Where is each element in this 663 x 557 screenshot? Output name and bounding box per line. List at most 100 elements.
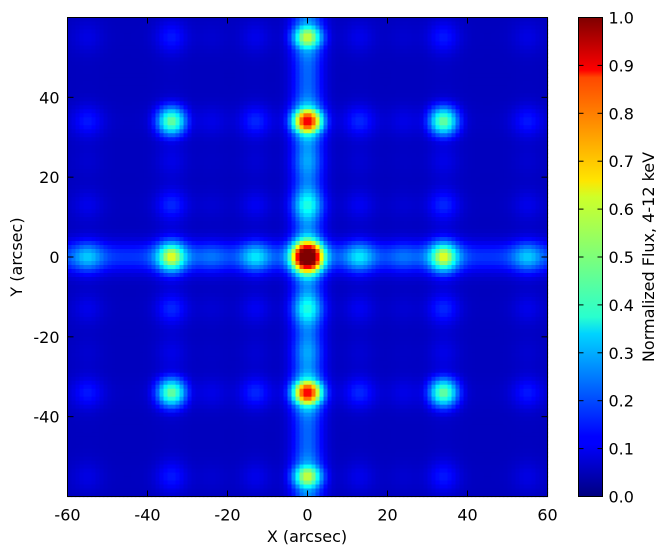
heatmap-cell (147, 173, 153, 178)
heatmap-cell (111, 109, 117, 114)
heatmap-cell (99, 85, 105, 90)
heatmap-cell (295, 133, 301, 138)
heatmap-cell (379, 169, 385, 174)
heatmap-cell (471, 113, 477, 118)
heatmap-cell (459, 153, 465, 158)
heatmap-cell (315, 29, 321, 35)
heatmap-cell (287, 77, 293, 82)
heatmap-cell (275, 57, 281, 63)
heatmap-cell (179, 121, 185, 126)
heatmap-cell (299, 149, 305, 154)
heatmap-cell (523, 69, 529, 74)
heatmap-cell (91, 165, 97, 170)
heatmap-cell (211, 57, 217, 63)
heatmap-cell (495, 65, 501, 70)
heatmap-cell (167, 17, 173, 23)
heatmap-cell (431, 125, 437, 130)
heatmap-cell (487, 105, 493, 110)
heatmap-cell (83, 165, 89, 170)
heatmap-cell (275, 33, 281, 39)
heatmap-cell (271, 137, 277, 142)
heatmap-cell (99, 97, 105, 102)
heatmap-cell (207, 137, 213, 142)
heatmap-cell (339, 133, 345, 138)
heatmap-cell (343, 37, 349, 43)
heatmap-cell (487, 141, 493, 146)
heatmap-cell (279, 121, 285, 126)
heatmap-cell (359, 41, 365, 47)
heatmap-cell (483, 85, 489, 90)
heatmap-cell (287, 161, 293, 166)
heatmap-cell (99, 149, 105, 154)
heatmap-cell (343, 85, 349, 90)
heatmap-cell (247, 165, 253, 170)
heatmap-cell (431, 49, 437, 55)
heatmap-cell (507, 105, 513, 110)
heatmap-cell (371, 149, 377, 154)
heatmap-cell (403, 133, 409, 138)
heatmap-cell (379, 173, 385, 178)
heatmap-cell (399, 141, 405, 146)
heatmap-cell (267, 25, 273, 31)
heatmap-cell (151, 65, 157, 70)
heatmap-cell (139, 181, 145, 186)
heatmap-cell (391, 21, 397, 27)
heatmap-cell (163, 125, 169, 130)
heatmap-cell (71, 85, 77, 90)
heatmap-cell (539, 57, 545, 63)
heatmap-cell (275, 161, 281, 166)
heatmap-cell (79, 169, 85, 174)
heatmap-cell (511, 129, 517, 134)
heatmap-cell (279, 133, 285, 138)
heatmap-cell (75, 121, 81, 126)
heatmap-cell (479, 97, 485, 102)
heatmap-cell (235, 161, 241, 166)
heatmap-cell (83, 161, 89, 166)
heatmap-cell (223, 117, 229, 122)
heatmap-cell (287, 97, 293, 102)
heatmap-cell (511, 45, 517, 51)
heatmap-cell (295, 77, 301, 82)
heatmap-cell (487, 129, 493, 134)
heatmap-cell (507, 93, 513, 98)
heatmap-cell (335, 113, 341, 118)
heatmap-cell (347, 25, 353, 31)
heatmap-cell (347, 113, 353, 118)
heatmap-cell (279, 149, 285, 154)
heatmap-cell (259, 33, 265, 39)
heatmap-cell (219, 37, 225, 43)
heatmap-cell (275, 49, 281, 55)
heatmap-cell (155, 77, 161, 82)
heatmap-cell (159, 53, 165, 59)
heatmap-cell (203, 153, 209, 158)
heatmap-cell (375, 133, 381, 138)
heatmap-cell (543, 153, 549, 158)
heatmap-cell (499, 129, 505, 134)
heatmap-cell (403, 69, 409, 74)
heatmap-cell (323, 129, 329, 134)
heatmap-cell (171, 125, 177, 130)
heatmap-cell (395, 137, 401, 142)
heatmap-cell (103, 121, 109, 126)
heatmap-cell (175, 37, 181, 43)
heatmap-cell (315, 37, 321, 43)
heatmap-cell (243, 73, 249, 78)
heatmap-cell (107, 17, 113, 23)
heatmap-cell (499, 101, 505, 106)
heatmap-cell (447, 41, 453, 47)
heatmap-cell (339, 57, 345, 63)
heatmap-cell (203, 105, 209, 110)
heatmap-cell (311, 109, 317, 114)
heatmap-cell (531, 41, 537, 47)
heatmap-cell (75, 101, 81, 106)
heatmap-cell (407, 85, 413, 90)
heatmap-cell (327, 113, 333, 118)
heatmap-cell (203, 53, 209, 59)
heatmap-cell (135, 49, 141, 55)
heatmap-cell (155, 121, 161, 126)
heatmap-cell (307, 49, 313, 55)
heatmap-cell (155, 53, 161, 59)
heatmap-cell (407, 165, 413, 170)
heatmap-cell (471, 77, 477, 82)
heatmap-cell (83, 149, 89, 154)
